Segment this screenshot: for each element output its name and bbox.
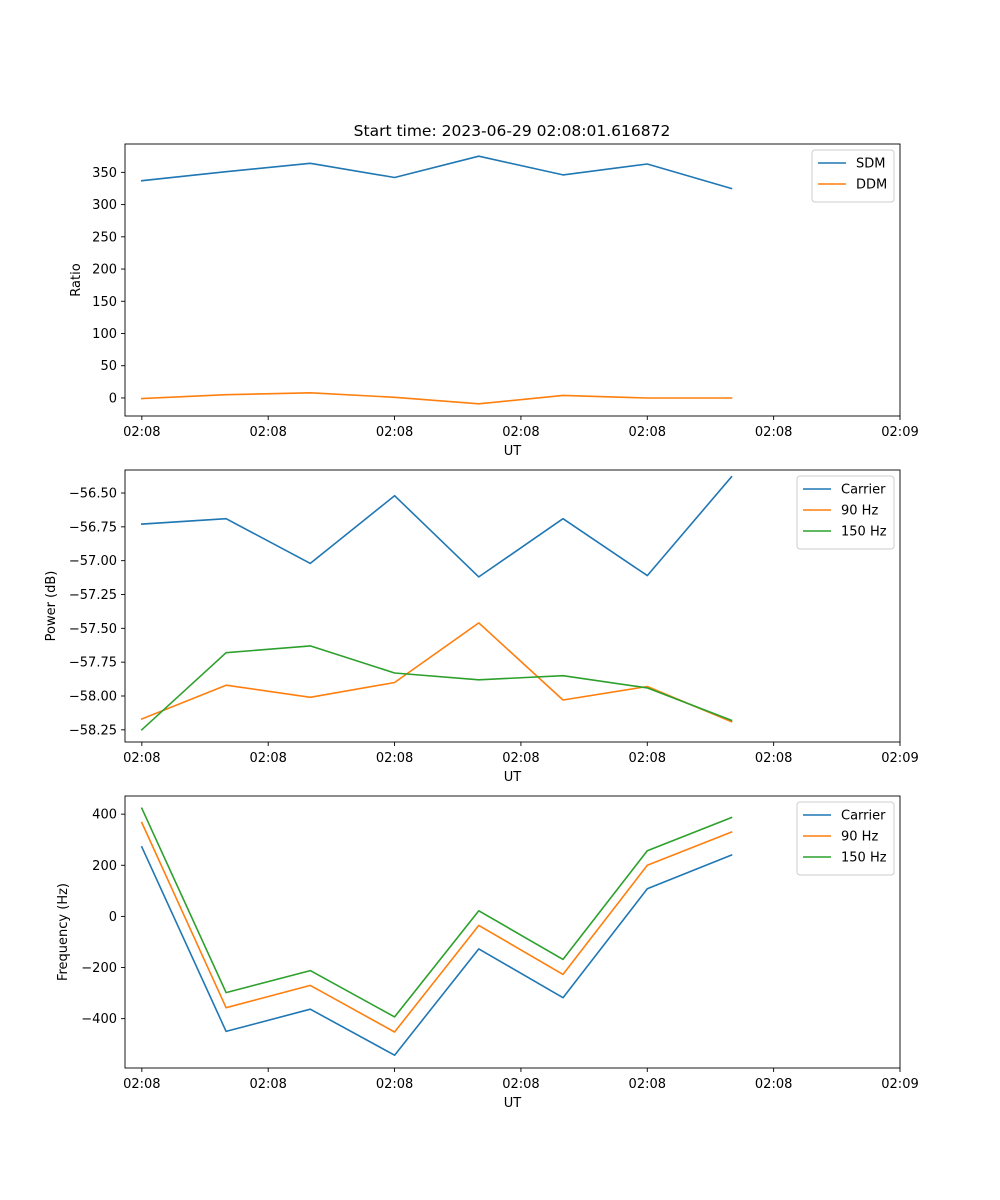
power-axes-frame bbox=[124, 469, 901, 743]
frequency-legend-label-150-hz: 150 Hz bbox=[841, 851, 887, 866]
figure-title: Start time: 2023-06-29 02:08:01.616872 bbox=[354, 122, 671, 140]
power-x-tick-label: 02:08 bbox=[249, 751, 286, 766]
frequency-y-tick-label: −200 bbox=[81, 961, 117, 976]
ratio-y-tick-label: 50 bbox=[100, 359, 117, 374]
frequency-legend-label-carrier: Carrier bbox=[841, 809, 886, 824]
ratio-legend-label-sdm: SDM bbox=[856, 157, 885, 172]
power-legend-label-carrier: Carrier bbox=[841, 483, 886, 498]
ratio-y-axis-label: Ratio bbox=[69, 263, 84, 296]
power-x-tick-label: 02:08 bbox=[502, 751, 539, 766]
ratio-y-tick-label: 0 bbox=[109, 391, 117, 406]
ratio-y-tick-label: 100 bbox=[92, 327, 117, 342]
power-y-tick-label: −58.25 bbox=[69, 723, 117, 738]
frequency-legend: Carrier 90 Hz 150 Hz bbox=[796, 801, 895, 876]
frequency-y-axis-label: Frequency (Hz) bbox=[56, 883, 71, 981]
ratio-y-tick-label: 350 bbox=[92, 166, 117, 181]
ratio-x-tick-label: 02:08 bbox=[123, 425, 160, 440]
frequency-x-axis-label: UT bbox=[504, 1096, 522, 1111]
ratio-x-tick-label: 02:08 bbox=[755, 425, 792, 440]
power-subplot: 02:08 02:08 02:08 02:08 02:08 02:08 02:09 −58.2… bbox=[44, 469, 919, 785]
frequency-subplot: 02:08 02:08 02:08 02:08 02:08 02:08 02:09 −400 −… bbox=[56, 795, 919, 1111]
power-legend-label-150-hz: 150 Hz bbox=[841, 525, 887, 540]
power-x-axis-label: UT bbox=[504, 770, 522, 785]
power-y-tick-label: −58.00 bbox=[69, 689, 117, 704]
frequency-axes-frame bbox=[124, 795, 901, 1069]
ratio-x-axis-label: UT bbox=[504, 444, 522, 459]
power-y-axis-label: Power (dB) bbox=[44, 571, 59, 642]
ratio-axes-frame bbox=[124, 143, 901, 417]
frequency-x-tick-label: 02:08 bbox=[502, 1077, 539, 1092]
power-series-carrier-line bbox=[140, 475, 733, 578]
ratio-series-ddm-line bbox=[140, 391, 733, 405]
power-x-tick-label: 02:09 bbox=[881, 751, 918, 766]
power-legend: Carrier 90 Hz 150 Hz bbox=[796, 475, 895, 550]
ratio-legend-label-ddm: DDM bbox=[856, 178, 887, 193]
frequency-x-tick-label: 02:08 bbox=[376, 1077, 413, 1092]
frequency-x-tick-label: 02:08 bbox=[249, 1077, 286, 1092]
power-y-tick-label: −57.25 bbox=[69, 588, 117, 603]
power-y-tick-label: −57.50 bbox=[69, 622, 117, 637]
frequency-series-90-hz-line bbox=[140, 821, 733, 1033]
power-x-tick-label: 02:08 bbox=[123, 751, 160, 766]
frequency-y-tick-label: 400 bbox=[92, 808, 117, 823]
power-series-150-hz-line bbox=[140, 645, 733, 731]
ratio-x-tick-label: 02:08 bbox=[249, 425, 286, 440]
frequency-y-tick-label: −400 bbox=[81, 1012, 117, 1027]
power-y-tick-label: −57.75 bbox=[69, 656, 117, 671]
ratio-y-tick-label: 250 bbox=[92, 230, 117, 245]
frequency-x-tick-label: 02:08 bbox=[755, 1077, 792, 1092]
power-y-tick-label: −56.50 bbox=[69, 487, 117, 502]
frequency-series-carrier-line bbox=[140, 845, 733, 1056]
ratio-x-tick-label: 02:09 bbox=[881, 425, 918, 440]
power-series-90-hz-line bbox=[140, 622, 733, 723]
frequency-series-150-hz-line bbox=[140, 807, 733, 1018]
frequency-y-tick-label: 0 bbox=[109, 910, 117, 925]
frequency-x-tick-label: 02:09 bbox=[881, 1077, 918, 1092]
power-x-tick-label: 02:08 bbox=[629, 751, 666, 766]
ratio-legend: SDM DDM bbox=[811, 149, 895, 203]
power-y-tick-label: −57.00 bbox=[69, 554, 117, 569]
power-y-tick-label: −56.75 bbox=[69, 520, 117, 535]
power-x-tick-label: 02:08 bbox=[755, 751, 792, 766]
ratio-x-tick-label: 02:08 bbox=[502, 425, 539, 440]
ratio-y-tick-label: 150 bbox=[92, 295, 117, 310]
frequency-legend-label-90-hz: 90 Hz bbox=[841, 830, 878, 845]
ratio-x-tick-label: 02:08 bbox=[376, 425, 413, 440]
ratio-y-tick-label: 200 bbox=[92, 263, 117, 278]
frequency-x-tick-label: 02:08 bbox=[123, 1077, 160, 1092]
ratio-y-tick-label: 300 bbox=[92, 198, 117, 213]
power-legend-label-90-hz: 90 Hz bbox=[841, 504, 878, 519]
frequency-x-tick-label: 02:08 bbox=[629, 1077, 666, 1092]
ratio-subplot: 02:08 02:08 02:08 02:08 02:08 02:08 02:09 0 50 10… bbox=[69, 143, 919, 459]
power-x-tick-label: 02:08 bbox=[376, 751, 413, 766]
frequency-y-tick-label: 200 bbox=[92, 859, 117, 874]
ratio-series-sdm-line bbox=[140, 155, 733, 190]
ratio-x-tick-label: 02:08 bbox=[629, 425, 666, 440]
